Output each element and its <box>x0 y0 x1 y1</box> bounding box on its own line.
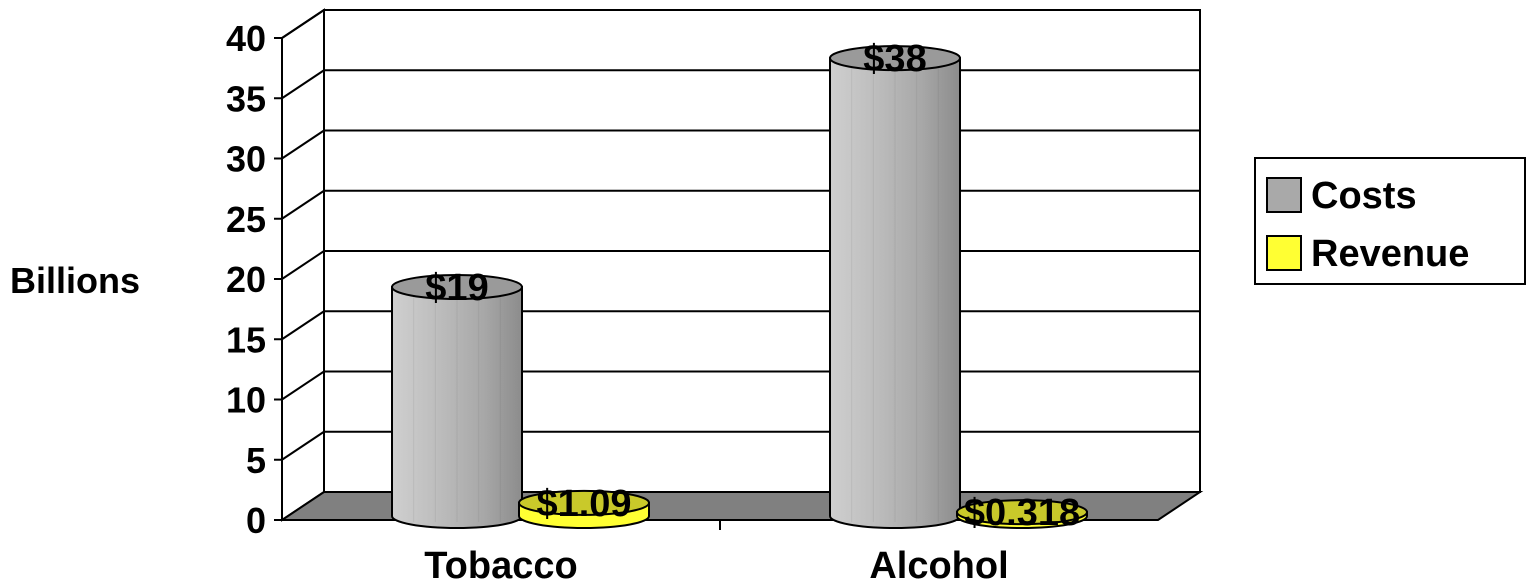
y-tick-label: 40 <box>226 18 266 59</box>
gridline-side <box>281 9 325 39</box>
y-tick-label: 20 <box>226 259 266 300</box>
x-category-label: Tobacco <box>424 545 577 583</box>
bar-revenue-tobacco <box>518 489 650 529</box>
legend-swatch-costs <box>1266 177 1302 213</box>
y-tick-label: 10 <box>226 380 266 421</box>
gridline-side <box>281 69 325 100</box>
gridline-side <box>281 310 325 341</box>
category-labels: Tobacco Alcohol <box>424 545 1008 583</box>
bar-top <box>518 489 650 516</box>
legend-label-revenue: Revenue <box>1311 233 1469 275</box>
bar-top <box>391 274 523 301</box>
bar-body <box>829 57 961 529</box>
y-tick-labels: 0 5 10 15 20 25 30 35 40 <box>226 18 266 541</box>
bar-top <box>956 499 1088 526</box>
gridline-side <box>281 370 325 401</box>
y-tick-label: 5 <box>246 440 266 481</box>
y-tick-label: 0 <box>246 500 266 541</box>
data-label: $19 <box>425 267 488 309</box>
y-axis-label: Billions <box>10 260 140 301</box>
legend-swatch-revenue <box>1266 235 1302 271</box>
x-category-label: Alcohol <box>869 545 1008 583</box>
bar-body <box>391 286 523 529</box>
data-labels: $19 $38 $1.09 $0.318 <box>425 38 1080 534</box>
bars <box>391 45 1088 529</box>
data-label: $0.318 <box>964 492 1080 534</box>
bar-revenue-alcohol <box>956 499 1088 529</box>
bar-costs-alcohol <box>829 45 961 529</box>
bar-costs-tobacco <box>391 274 523 529</box>
y-tick-label: 25 <box>226 199 266 240</box>
gridline-side <box>281 250 325 280</box>
bar-top <box>829 45 961 72</box>
legend-label-costs: Costs <box>1311 175 1417 217</box>
gridline-side <box>281 129 325 160</box>
legend: Costs Revenue <box>1254 157 1526 285</box>
gridline-side <box>281 430 325 461</box>
data-label: $1.09 <box>536 483 631 525</box>
data-label: $38 <box>863 38 926 80</box>
y-tick-label: 30 <box>226 139 266 180</box>
y-tick-label: 15 <box>226 319 266 360</box>
y-tick-label: 35 <box>226 78 266 119</box>
gridline-side <box>281 189 325 220</box>
